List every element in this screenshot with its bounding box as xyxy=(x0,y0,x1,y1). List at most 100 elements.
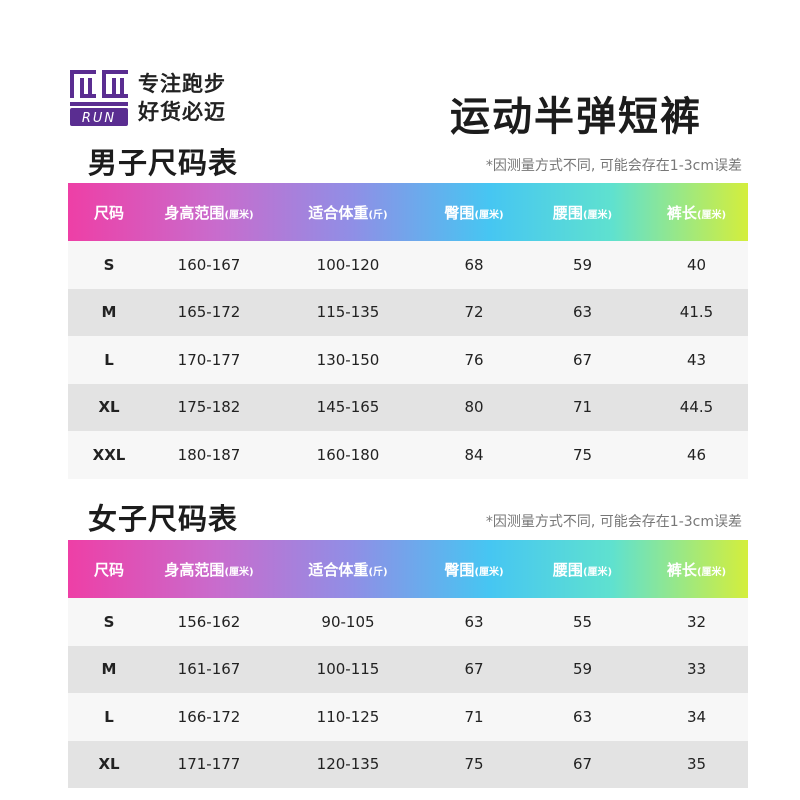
page-title: 运动半弹短裤 xyxy=(450,94,702,140)
header-cell: 适合体重(斤) xyxy=(268,559,428,580)
table-cell: 44.5 xyxy=(679,398,714,417)
table-cell: 71 xyxy=(572,398,593,417)
table-cell: 33 xyxy=(686,660,707,679)
table-cell: XXL xyxy=(92,445,126,464)
table-cell: 71 xyxy=(464,707,484,726)
table-cell: 46 xyxy=(686,445,707,464)
table-cell: XL xyxy=(98,755,120,774)
header-unit: (斤) xyxy=(368,566,388,578)
table-cell: 43 xyxy=(686,350,707,369)
table-cell: 90-105 xyxy=(321,612,375,631)
table-cell: 171-177 xyxy=(177,755,241,774)
men-section-title: 男子尺码表 xyxy=(88,146,239,180)
header-label: 适合体重 xyxy=(308,560,369,579)
table-cell: 110-125 xyxy=(316,707,380,726)
brand-slogan: 专注跑步 好货必迈 xyxy=(138,70,226,126)
table-cell: 41.5 xyxy=(679,303,714,322)
table-cell: 63 xyxy=(572,303,593,322)
header-cell: 身高范围(厘米) xyxy=(150,559,268,580)
table-cell: 72 xyxy=(464,303,484,322)
table-cell: 32 xyxy=(686,612,707,631)
table-cell: 100-120 xyxy=(316,255,380,274)
table-row: L 170-177 130-150 76 67 43 xyxy=(68,336,748,384)
table-cell: 35 xyxy=(686,755,707,774)
logo-run-text: RUN xyxy=(82,111,116,126)
header-label: 腰围 xyxy=(552,560,583,579)
table-cell: 76 xyxy=(464,350,484,369)
table-cell: S xyxy=(103,612,115,631)
slogan-line-2: 好货必迈 xyxy=(138,100,226,124)
table-row: XL 171-177 120-135 75 67 35 xyxy=(68,740,748,788)
table-cell: M xyxy=(101,660,117,679)
table-cell: 67 xyxy=(572,755,593,774)
table-cell: 59 xyxy=(572,255,593,274)
table-cell: 165-172 xyxy=(177,303,241,322)
women-measurement-note: *因测量方式不同, 可能会存在1-3cm误差 xyxy=(485,514,742,530)
header-label: 尺码 xyxy=(93,203,124,222)
table-cell: 68 xyxy=(464,255,484,274)
header-label: 身高范围 xyxy=(164,560,225,579)
table-cell: 160-167 xyxy=(177,255,241,274)
table-row: XXL 180-187 160-180 84 75 46 xyxy=(68,431,748,479)
header-cell: 尺码 xyxy=(68,559,150,580)
header-label: 臀围 xyxy=(444,560,475,579)
table-cell: 115-135 xyxy=(316,303,380,322)
table-row: M 165-172 115-135 72 63 41.5 xyxy=(68,288,748,336)
header-cell: 臀围(厘米) xyxy=(428,559,520,580)
table-row: M 161-167 100-115 67 59 33 xyxy=(68,645,748,693)
header-unit: (厘米) xyxy=(474,209,504,221)
table-cell: 156-162 xyxy=(177,612,241,631)
header-unit: (厘米) xyxy=(474,566,504,578)
header-cell: 尺码 xyxy=(68,202,150,223)
table-cell: S xyxy=(103,255,115,274)
table-row: XL 175-182 145-165 80 71 44.5 xyxy=(68,383,748,431)
header-unit: (厘米) xyxy=(224,209,254,221)
header-cell: 身高范围(厘米) xyxy=(150,202,268,223)
table-cell: 170-177 xyxy=(177,350,241,369)
men-measurement-note: *因测量方式不同, 可能会存在1-3cm误差 xyxy=(485,158,742,174)
header-label: 适合体重 xyxy=(308,203,369,222)
table-cell: 40 xyxy=(686,255,707,274)
table-row: L 166-172 110-125 71 63 34 xyxy=(68,693,748,741)
table-cell: 100-115 xyxy=(316,660,380,679)
brand-logo: RUN xyxy=(70,70,128,126)
table-cell: 59 xyxy=(572,660,593,679)
table-cell: 75 xyxy=(464,755,484,774)
slogan-line-1: 专注跑步 xyxy=(138,72,226,96)
table-row: S 156-162 90-105 63 55 32 xyxy=(68,598,748,646)
table-header: 尺码 身高范围(厘米) 适合体重(斤) 臀围(厘米) 腰围(厘米) 裤长(厘米) xyxy=(68,183,748,241)
table-cell: L xyxy=(104,707,114,726)
table-cell: 84 xyxy=(464,445,484,464)
table-cell: 63 xyxy=(572,707,593,726)
table-cell: 67 xyxy=(572,350,593,369)
header-label: 裤长 xyxy=(666,203,697,222)
header-label: 裤长 xyxy=(666,560,697,579)
header-label: 臀围 xyxy=(444,203,475,222)
table-cell: 63 xyxy=(464,612,484,631)
women-size-table: 尺码 身高范围(厘米) 适合体重(斤) 臀围(厘米) 腰围(厘米) 裤长(厘米) S 156-… xyxy=(68,540,748,788)
table-cell: 55 xyxy=(572,612,593,631)
header-cell: 适合体重(斤) xyxy=(268,202,428,223)
header-unit: (厘米) xyxy=(696,209,727,221)
table-header: 尺码 身高范围(厘米) 适合体重(斤) 臀围(厘米) 腰围(厘米) 裤长(厘米) xyxy=(68,540,748,598)
table-cell: XL xyxy=(98,398,120,417)
header-label: 腰围 xyxy=(552,203,583,222)
header-cell: 裤长(厘米) xyxy=(645,559,748,580)
table-cell: 166-172 xyxy=(177,707,241,726)
table-cell: 75 xyxy=(572,445,593,464)
header-unit: (厘米) xyxy=(224,566,254,578)
header-unit: (斤) xyxy=(368,209,388,221)
header-cell: 腰围(厘米) xyxy=(520,559,645,580)
men-size-table: 尺码 身高范围(厘米) 适合体重(斤) 臀围(厘米) 腰围(厘米) 裤长(厘米) S 160-… xyxy=(68,183,748,479)
table-cell: 160-180 xyxy=(316,445,380,464)
table-cell: 120-135 xyxy=(316,755,380,774)
header-cell: 臀围(厘米) xyxy=(428,202,520,223)
table-cell: L xyxy=(104,350,114,369)
table-cell: 130-150 xyxy=(316,350,380,369)
table-row: S 160-167 100-120 68 59 40 xyxy=(68,241,748,289)
header-unit: (厘米) xyxy=(696,566,727,578)
header-label: 身高范围 xyxy=(164,203,225,222)
table-cell: 67 xyxy=(464,660,484,679)
header-cell: 腰围(厘米) xyxy=(520,202,645,223)
header-unit: (厘米) xyxy=(582,209,613,221)
